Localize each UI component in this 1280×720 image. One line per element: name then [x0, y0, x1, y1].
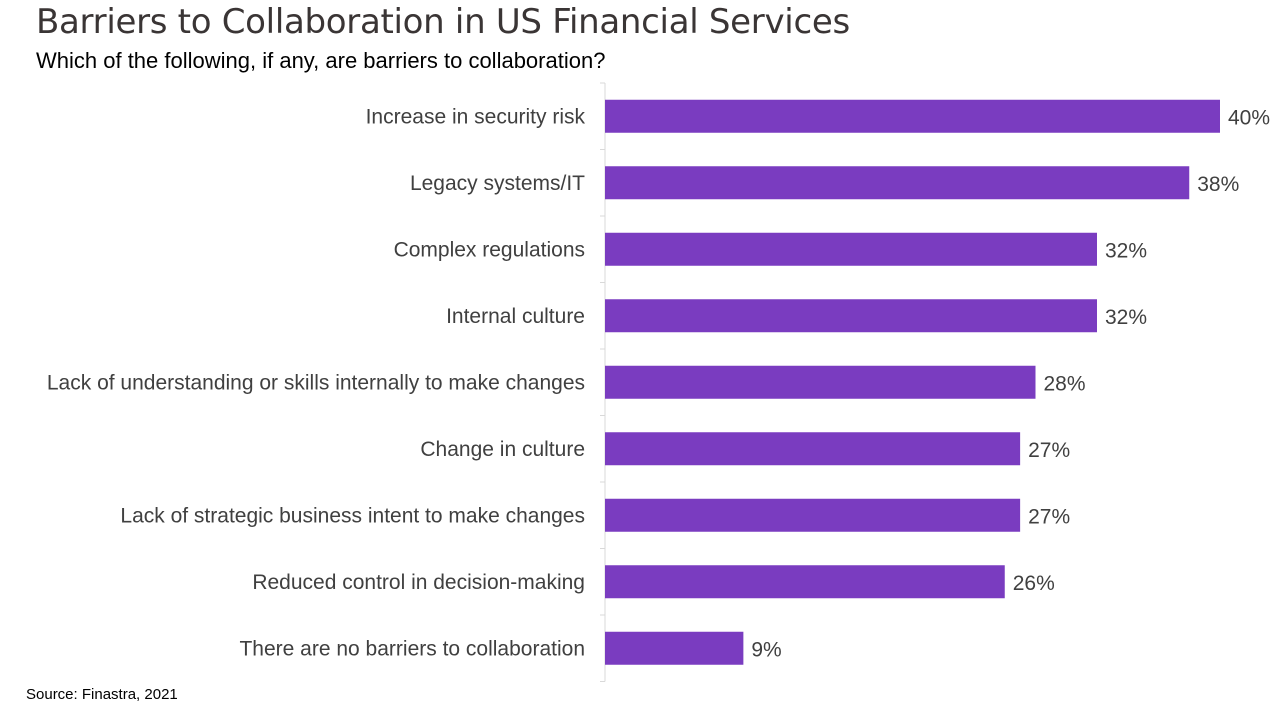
category-label: Lack of strategic business intent to mak… — [120, 504, 585, 527]
chart-title: Barriers to Collaboration in US Financia… — [36, 2, 850, 42]
data-label: 38% — [1197, 173, 1239, 196]
category-label: Change in culture — [420, 438, 585, 461]
bar — [605, 432, 1021, 466]
data-label: 28% — [1044, 372, 1086, 395]
bar — [605, 299, 1097, 333]
category-label: There are no barriers to collaboration — [239, 637, 585, 660]
bar — [605, 631, 744, 665]
data-label: 27% — [1028, 505, 1070, 528]
data-label: 32% — [1105, 239, 1147, 262]
chart-subtitle: Which of the following, if any, are barr… — [36, 48, 606, 73]
bar — [605, 498, 1021, 532]
data-label: 26% — [1013, 572, 1055, 595]
source-note: Source: Finastra, 2021 — [26, 686, 178, 703]
category-label: Legacy systems/IT — [410, 172, 585, 195]
bar — [605, 166, 1190, 200]
category-label: Increase in security risk — [366, 105, 586, 128]
bar — [605, 99, 1220, 133]
data-label: 40% — [1228, 106, 1270, 129]
data-label: 32% — [1105, 306, 1147, 329]
category-label: Internal culture — [446, 305, 585, 328]
category-label: Reduced control in decision-making — [252, 571, 585, 594]
category-label: Lack of understanding or skills internal… — [47, 371, 585, 394]
data-label: 9% — [751, 638, 781, 661]
category-label: Complex regulations — [394, 238, 585, 261]
bar — [605, 232, 1097, 266]
data-label: 27% — [1028, 439, 1070, 462]
bar — [605, 565, 1005, 599]
bar — [605, 365, 1036, 399]
